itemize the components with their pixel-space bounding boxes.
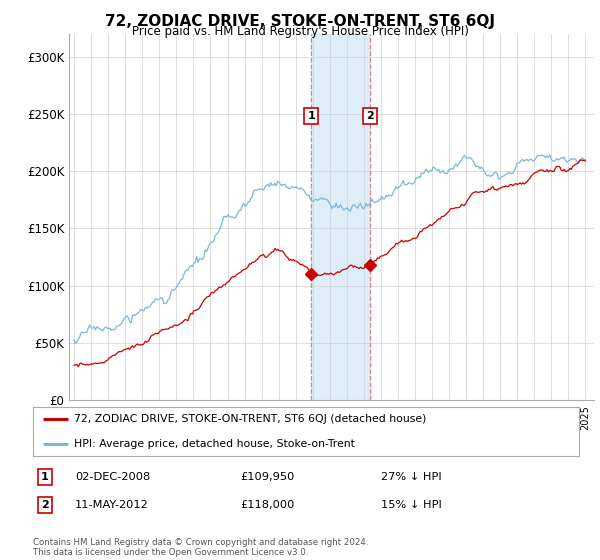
Text: 15% ↓ HPI: 15% ↓ HPI bbox=[381, 500, 442, 510]
Text: 72, ZODIAC DRIVE, STOKE-ON-TRENT, ST6 6QJ (detached house): 72, ZODIAC DRIVE, STOKE-ON-TRENT, ST6 6Q… bbox=[74, 414, 427, 424]
Text: 72, ZODIAC DRIVE, STOKE-ON-TRENT, ST6 6QJ: 72, ZODIAC DRIVE, STOKE-ON-TRENT, ST6 6Q… bbox=[105, 14, 495, 29]
Text: 2: 2 bbox=[367, 111, 374, 121]
Text: HPI: Average price, detached house, Stoke-on-Trent: HPI: Average price, detached house, Stok… bbox=[74, 439, 355, 449]
Text: Price paid vs. HM Land Registry's House Price Index (HPI): Price paid vs. HM Land Registry's House … bbox=[131, 25, 469, 38]
Text: £118,000: £118,000 bbox=[240, 500, 295, 510]
Text: 27% ↓ HPI: 27% ↓ HPI bbox=[381, 472, 442, 482]
Text: Contains HM Land Registry data © Crown copyright and database right 2024.
This d: Contains HM Land Registry data © Crown c… bbox=[33, 538, 368, 557]
Text: 02-DEC-2008: 02-DEC-2008 bbox=[75, 472, 150, 482]
Text: £109,950: £109,950 bbox=[240, 472, 295, 482]
Text: 1: 1 bbox=[41, 472, 49, 482]
Text: 11-MAY-2012: 11-MAY-2012 bbox=[75, 500, 149, 510]
Text: 1: 1 bbox=[308, 111, 315, 121]
Bar bbox=[311, 34, 370, 400]
Text: 2: 2 bbox=[41, 500, 49, 510]
